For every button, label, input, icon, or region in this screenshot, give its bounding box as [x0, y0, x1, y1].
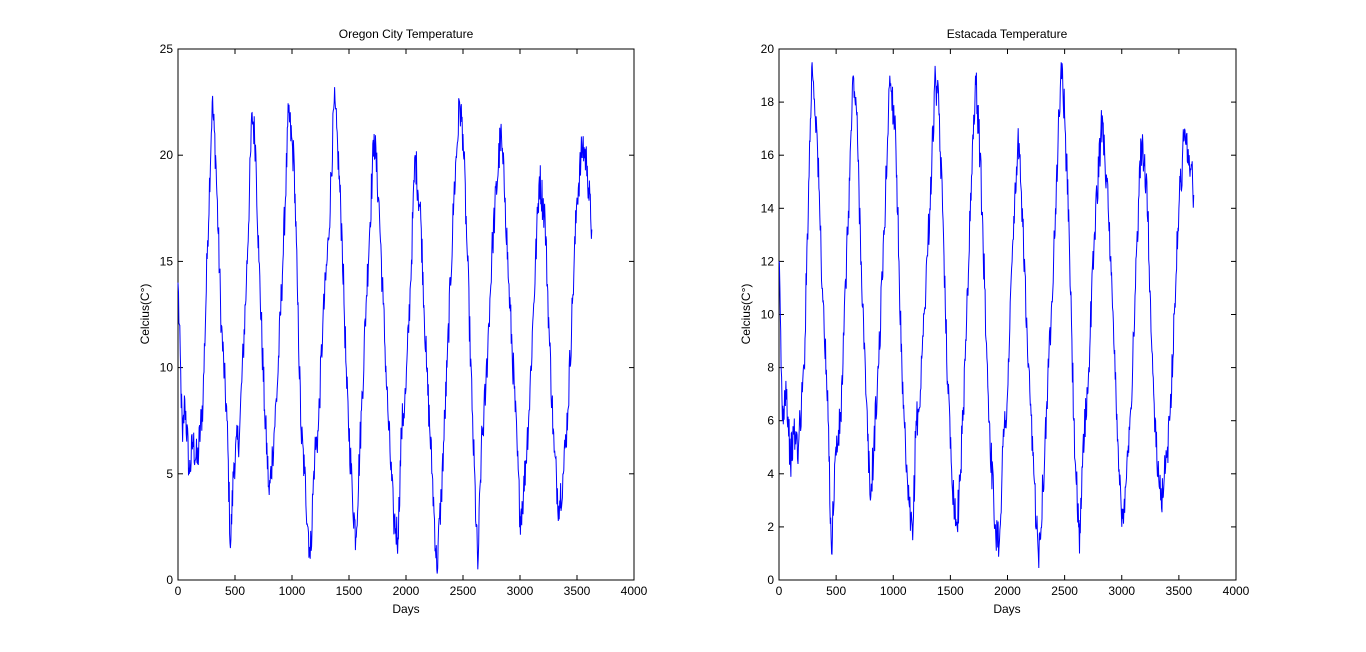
x-tick-label: 1000	[279, 584, 306, 598]
y-tick-label: 0	[767, 573, 774, 587]
x-tick-label: 3500	[564, 584, 591, 598]
y-tick-label: 8	[767, 361, 774, 375]
y-tick-label: 10	[160, 361, 174, 375]
x-tick-label: 2500	[1051, 584, 1078, 598]
chart-title: Oregon City Temperature	[339, 27, 474, 41]
y-tick-label: 0	[166, 573, 173, 587]
chart-title: Estacada Temperature	[947, 27, 1068, 41]
y-axis-label: Celcius(C°)	[739, 284, 753, 345]
x-tick-label: 1500	[937, 584, 964, 598]
series-line	[778, 62, 1195, 569]
x-tick-label: 3000	[1108, 584, 1135, 598]
y-tick-label: 16	[761, 148, 775, 162]
chart-estacada: Estacada Temperature Days Celcius(C°) 0 5…	[739, 27, 1250, 616]
y-tick-label: 10	[761, 308, 775, 322]
chart-oregon-city: Oregon City Temperature Days Celcius(C°)…	[138, 27, 648, 616]
axis-ticks: 0 500 1000 1500 2000 2500 3000 3500 4000 0 2 4 6 8 10 1…	[761, 42, 1250, 598]
x-tick-label: 3500	[1166, 584, 1193, 598]
x-tick-label: 1500	[336, 584, 363, 598]
y-tick-label: 2	[767, 520, 774, 534]
y-tick-label: 25	[160, 42, 174, 56]
x-tick-label: 2000	[994, 584, 1021, 598]
x-axis-label: Days	[392, 602, 419, 616]
y-axis-label: Celcius(C°)	[138, 284, 152, 345]
series-line	[177, 87, 593, 574]
y-tick-label: 5	[166, 467, 173, 481]
x-axis-label: Days	[993, 602, 1020, 616]
y-tick-label: 4	[767, 467, 774, 481]
y-tick-label: 6	[767, 414, 774, 428]
x-tick-label: 3000	[507, 584, 534, 598]
x-tick-label: 500	[826, 584, 846, 598]
y-tick-label: 20	[160, 148, 174, 162]
data-lines	[778, 62, 1195, 569]
y-tick-label: 18	[761, 95, 775, 109]
y-tick-label: 12	[761, 254, 775, 268]
plot-frame	[778, 48, 1237, 581]
plot-frame	[177, 48, 635, 581]
x-tick-label: 2500	[450, 584, 477, 598]
x-tick-label: 4000	[621, 584, 648, 598]
y-tick-label: 20	[761, 42, 775, 56]
x-tick-label: 500	[225, 584, 245, 598]
x-tick-label: 0	[175, 584, 182, 598]
data-lines	[177, 87, 593, 574]
x-tick-label: 4000	[1223, 584, 1250, 598]
y-tick-label: 15	[160, 254, 174, 268]
x-tick-label: 2000	[393, 584, 420, 598]
y-tick-label: 14	[761, 201, 775, 215]
x-tick-label: 0	[776, 584, 783, 598]
x-tick-label: 1000	[880, 584, 907, 598]
axis-ticks: 0 500 1000 1500 2000 2500 3000 3500 4000 0 5 10 15 20…	[160, 42, 648, 598]
